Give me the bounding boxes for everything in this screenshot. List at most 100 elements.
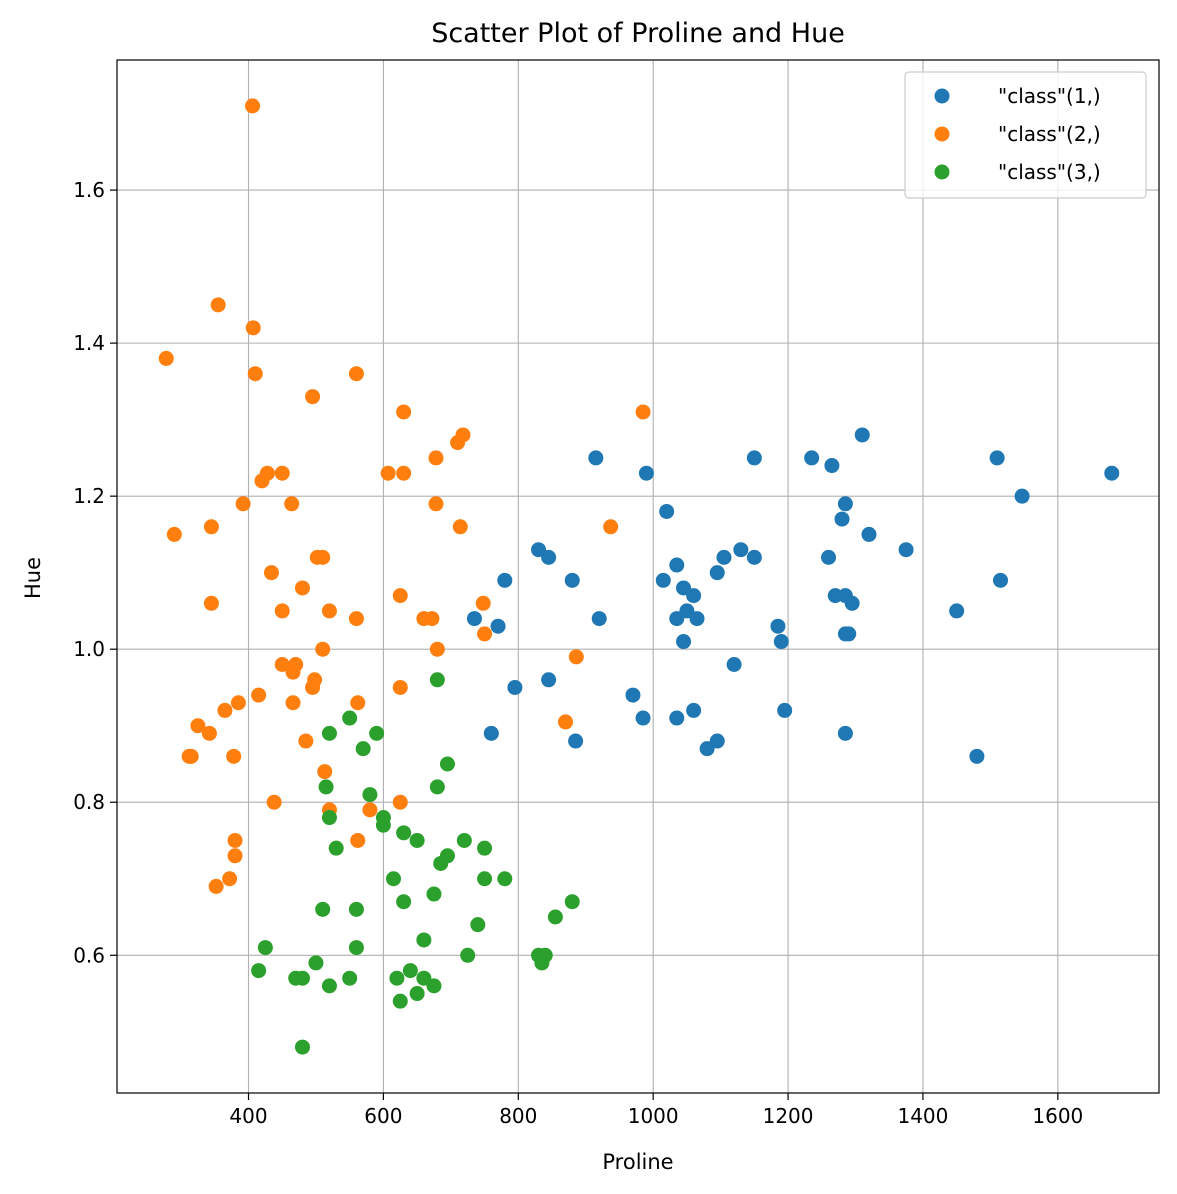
data-point — [557, 714, 573, 730]
data-point — [402, 963, 418, 979]
data-point — [497, 572, 513, 588]
data-point — [477, 840, 493, 856]
data-point — [455, 427, 471, 443]
x-axis-ticks: 400 600 800 1000 1200 1400 1600 — [229, 1093, 1083, 1128]
data-point — [396, 404, 412, 420]
data-point — [274, 603, 290, 619]
data-point — [773, 634, 789, 650]
data-point — [321, 978, 337, 994]
data-point — [470, 917, 486, 933]
data-point — [969, 748, 985, 764]
y-tick-label: 1.2 — [73, 484, 105, 508]
data-point — [342, 970, 358, 986]
y-tick-label: 1.4 — [73, 331, 105, 355]
x-tick-label: 800 — [499, 1104, 537, 1128]
data-point — [497, 871, 513, 887]
data-point — [315, 901, 331, 917]
data-point — [203, 595, 219, 611]
data-point — [490, 618, 506, 634]
data-point — [426, 886, 442, 902]
data-point — [659, 503, 675, 519]
data-point — [396, 465, 412, 481]
y-tick-label: 1.6 — [73, 178, 105, 202]
data-point — [547, 909, 563, 925]
legend: "class"(1,) "class"(2,) "class"(3,) — [904, 71, 1147, 199]
data-point — [746, 549, 762, 565]
data-point — [245, 320, 261, 336]
data-point — [841, 626, 857, 642]
data-point — [568, 649, 584, 665]
data-point — [158, 350, 174, 366]
series-3-points — [251, 672, 580, 1055]
data-point — [392, 679, 408, 695]
chart-title: Scatter Plot of Proline and Hue — [431, 18, 845, 49]
data-point — [709, 733, 725, 749]
data-point — [321, 603, 337, 619]
data-point — [603, 519, 619, 535]
legend-marker-2 — [934, 126, 950, 142]
data-point — [669, 710, 685, 726]
data-point — [315, 549, 331, 565]
data-point — [537, 947, 553, 963]
data-point — [588, 450, 604, 466]
data-point — [564, 894, 580, 910]
y-axis-ticks: 0.6 0.8 1.0 1.2 1.4 1.6 — [73, 178, 117, 967]
x-axis-label: Proline — [602, 1150, 673, 1174]
data-point — [834, 511, 850, 527]
data-point — [477, 626, 493, 642]
data-point — [426, 978, 442, 994]
data-point — [227, 848, 243, 864]
data-point — [824, 458, 840, 474]
data-point — [183, 748, 199, 764]
data-point — [230, 695, 246, 711]
data-point — [190, 718, 206, 734]
data-point — [429, 672, 445, 688]
x-tick-label: 1200 — [763, 1104, 814, 1128]
data-point — [716, 549, 732, 565]
data-point — [274, 465, 290, 481]
data-point — [686, 588, 702, 604]
data-point — [245, 98, 261, 114]
data-point — [222, 871, 238, 887]
legend-label-1: "class"(1,) — [998, 84, 1101, 108]
data-point — [355, 741, 371, 757]
data-point — [318, 779, 334, 795]
data-point — [733, 542, 749, 558]
data-point — [424, 611, 440, 627]
data-point — [686, 702, 702, 718]
data-point — [274, 656, 290, 672]
data-point — [989, 450, 1005, 466]
data-point — [804, 450, 820, 466]
data-point — [861, 526, 877, 542]
data-point — [638, 465, 654, 481]
data-point — [257, 940, 273, 956]
data-point — [1014, 488, 1030, 504]
data-point — [396, 894, 412, 910]
x-tick-label: 1400 — [897, 1104, 948, 1128]
data-point — [456, 832, 472, 848]
data-point — [294, 1039, 310, 1055]
data-point — [259, 465, 275, 481]
data-point — [568, 733, 584, 749]
data-point — [993, 572, 1009, 588]
data-point — [475, 595, 491, 611]
data-point — [288, 656, 304, 672]
data-point — [389, 970, 405, 986]
data-point — [321, 725, 337, 741]
data-point — [477, 871, 493, 887]
data-point — [591, 611, 607, 627]
y-tick-label: 0.6 — [73, 943, 105, 967]
data-point — [844, 595, 860, 611]
data-point — [396, 825, 412, 841]
data-point — [770, 618, 786, 634]
legend-label-2: "class"(2,) — [998, 122, 1101, 146]
plot-frame — [116, 59, 1160, 1094]
data-point — [625, 687, 641, 703]
data-point — [284, 496, 300, 512]
data-point — [392, 993, 408, 1009]
data-point — [208, 878, 224, 894]
data-point — [635, 404, 651, 420]
data-point — [949, 603, 965, 619]
data-point — [1104, 465, 1120, 481]
data-point — [305, 389, 321, 405]
